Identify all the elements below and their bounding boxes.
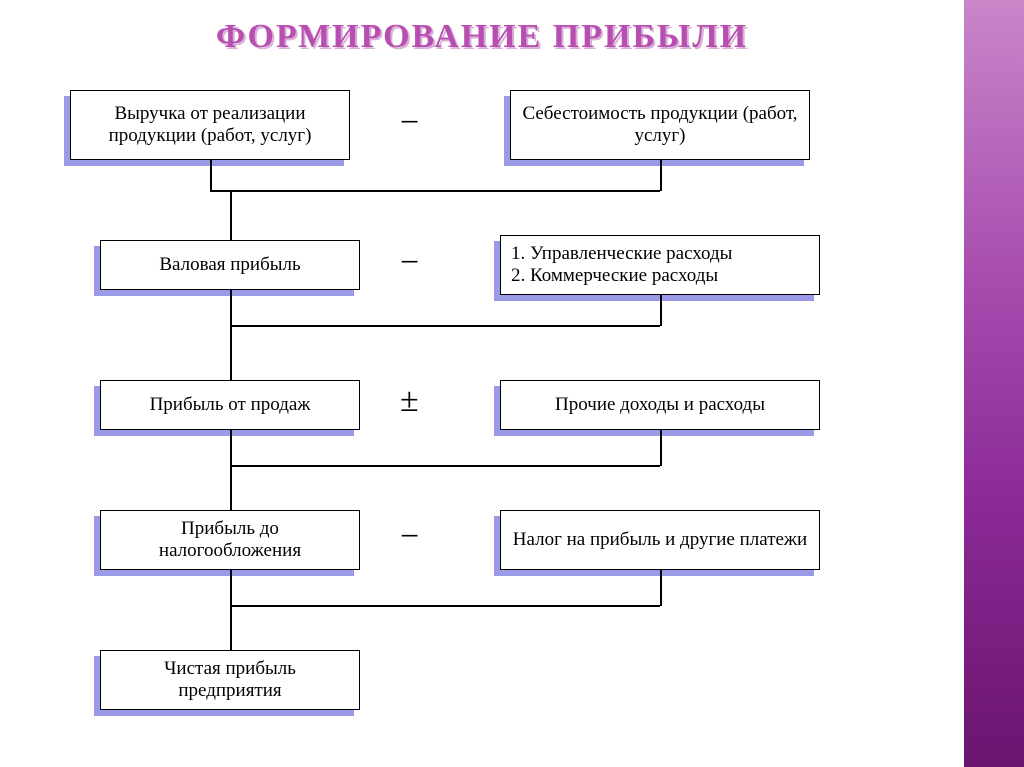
slide-title: ФОРМИРОВАНИЕ ПРИБЫЛИ ФОРМИРОВАНИЕ ПРИБЫЛ… <box>0 18 964 56</box>
connector-15 <box>230 605 232 650</box>
connector-12 <box>230 570 232 605</box>
flowchart: Выручка от реализации продукции (работ, … <box>40 80 940 740</box>
connector-5 <box>230 325 660 327</box>
box-row1-left: Валовая прибыль <box>100 240 360 290</box>
box-row2-left: Прибыль от продаж <box>100 380 360 430</box>
connector-0 <box>210 160 212 190</box>
connector-14 <box>660 570 662 606</box>
title-text: ФОРМИРОВАНИЕ ПРИБЫЛИ <box>216 18 748 55</box>
connector-9 <box>230 465 660 467</box>
connector-8 <box>230 430 232 465</box>
connector-10 <box>660 430 662 466</box>
box-row2-right: Прочие доходы и расходы <box>500 380 820 430</box>
connector-7 <box>230 325 232 380</box>
side-gradient <box>964 0 1024 767</box>
connector-13 <box>230 605 660 607</box>
connector-2 <box>660 160 662 191</box>
box-row1-right: 1. Управленческие расходы 2. Коммерчески… <box>500 235 820 295</box>
connector-11 <box>230 465 232 510</box>
operator-row2: ± <box>400 382 419 420</box>
connector-4 <box>230 290 232 325</box>
box-row3-right: Налог на прибыль и другие платежи <box>500 510 820 570</box>
operator-row3: − <box>400 518 419 556</box>
connector-3 <box>230 190 232 240</box>
connector-6 <box>660 295 662 326</box>
operator-row0: − <box>400 104 419 142</box>
box-row4-left: Чистая прибыль предприятия <box>100 650 360 710</box>
connector-1 <box>210 190 660 192</box>
operator-row1: − <box>400 244 419 282</box>
box-row3-left: Прибыль до налогообложения <box>100 510 360 570</box>
box-row0-right: Себестоимость продукции (работ, услуг) <box>510 90 810 160</box>
box-row0-left: Выручка от реализации продукции (работ, … <box>70 90 350 160</box>
